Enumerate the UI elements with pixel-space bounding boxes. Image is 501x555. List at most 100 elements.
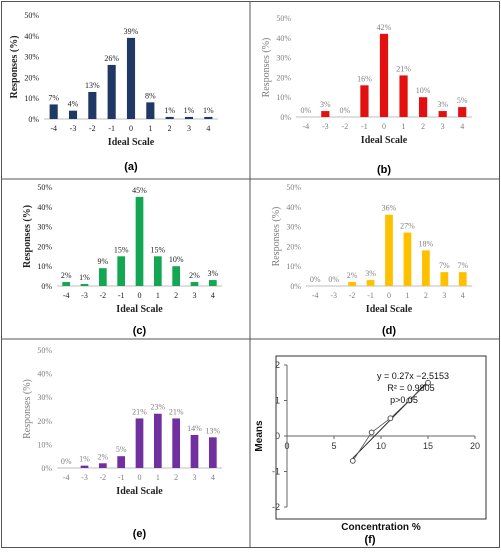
y-tick-label: 50% bbox=[24, 11, 39, 20]
bar bbox=[208, 280, 217, 286]
data-label: 3% bbox=[437, 100, 448, 109]
x-axis-title: Ideal Scale bbox=[361, 135, 408, 146]
x-tick-label: 15 bbox=[423, 441, 433, 451]
data-label: 7% bbox=[457, 261, 468, 270]
data-label: 8% bbox=[145, 91, 156, 100]
x-tick-label: -4 bbox=[63, 473, 70, 482]
y-tick-label: 10% bbox=[286, 262, 301, 271]
x-tick-label: -2 bbox=[99, 291, 106, 300]
y-tick-label: 30% bbox=[276, 54, 291, 63]
data-label: 3% bbox=[207, 269, 218, 278]
y-tick-label: 0% bbox=[41, 464, 52, 473]
x-tick-label: 3 bbox=[441, 122, 445, 131]
bar bbox=[422, 250, 430, 286]
bar bbox=[440, 272, 449, 286]
x-tick-label: 1 bbox=[148, 124, 152, 133]
data-point bbox=[406, 397, 413, 404]
bar bbox=[153, 413, 162, 468]
bar-chart-panel-a: 0% 10% 20% 30% 40% 50% 7% -4 4% -3 13% -2 26% -1 39% 0 8… bbox=[9, 11, 218, 173]
y-tick-label: 40% bbox=[286, 203, 301, 212]
data-label: 5% bbox=[457, 96, 468, 105]
data-label: 13% bbox=[85, 81, 100, 90]
data-label: 10% bbox=[416, 86, 431, 95]
plot-area-border bbox=[275, 355, 487, 520]
bar-chart-panel-b: 0%10%20%30%40%50%0%-43%-30%-216%-142%021… bbox=[261, 14, 472, 176]
x-tick-label: -3 bbox=[81, 473, 88, 482]
data-label: 0% bbox=[61, 457, 72, 466]
y-axis-title: Responses (%) bbox=[9, 35, 20, 98]
bar bbox=[190, 282, 199, 286]
x-tick-label: 1 bbox=[156, 473, 160, 482]
data-label: 15% bbox=[114, 245, 129, 254]
y-tick-label: 0% bbox=[290, 282, 301, 291]
bar bbox=[379, 33, 389, 118]
x-tick-label: 1 bbox=[405, 291, 409, 300]
x-tick-label: -3 bbox=[322, 122, 329, 131]
y-tick-label: -2 bbox=[272, 502, 280, 512]
x-tick-label: 3 bbox=[193, 473, 197, 482]
y-tick-label: 20% bbox=[286, 242, 301, 251]
x-tick-label: -3 bbox=[70, 124, 77, 133]
bar bbox=[80, 284, 89, 286]
x-tick-label: -2 bbox=[349, 291, 356, 300]
x-tick-label: 20 bbox=[470, 441, 480, 451]
data-label: 15% bbox=[150, 245, 165, 254]
bar bbox=[399, 75, 408, 117]
x-tick-label: 4 bbox=[461, 291, 465, 300]
bar-chart-panel-d: 0%10%20%30%40%50%0%-40%-32%-23%-136%027%… bbox=[271, 183, 472, 337]
x-tick-label: 2 bbox=[174, 291, 178, 300]
y-tick-label: 20% bbox=[24, 73, 39, 82]
y-tick-label: 50% bbox=[37, 183, 52, 192]
data-label: 1% bbox=[203, 106, 214, 115]
y-axis-title: Responses (%) bbox=[22, 205, 33, 268]
x-tick-label: -1 bbox=[118, 473, 125, 482]
bar bbox=[419, 97, 428, 117]
x-tick-label: 0 bbox=[129, 124, 133, 133]
x-tick-label: 3 bbox=[193, 291, 197, 300]
x-tick-label: 2 bbox=[421, 122, 425, 131]
bar bbox=[348, 282, 356, 286]
y-tick-label: 0% bbox=[280, 113, 291, 122]
y-tick-label: 20% bbox=[37, 242, 52, 251]
panel-label: (b) bbox=[377, 164, 391, 176]
data-point bbox=[425, 379, 431, 386]
x-tick-label: 3 bbox=[187, 124, 191, 133]
data-label: 10% bbox=[169, 255, 184, 264]
data-label: 21% bbox=[132, 407, 147, 416]
y-tick-label: 30% bbox=[37, 393, 52, 402]
y-tick-label: -1 bbox=[272, 467, 280, 477]
data-label: 3% bbox=[320, 100, 331, 109]
y-tick-label: 50% bbox=[286, 183, 301, 192]
bar bbox=[62, 282, 71, 286]
bar bbox=[126, 37, 136, 119]
y-tick-label: 0 bbox=[275, 431, 280, 441]
y-axis-title: Responses (%) bbox=[261, 38, 272, 98]
bar bbox=[385, 214, 393, 286]
y-tick-label: 2 bbox=[275, 360, 280, 370]
bar bbox=[117, 256, 126, 286]
data-label: 42% bbox=[377, 23, 392, 32]
x-tick-label: 0 bbox=[284, 441, 289, 451]
y-tick-label: 10% bbox=[37, 440, 52, 449]
x-tick-label: -4 bbox=[50, 124, 57, 133]
y-tick-label: 30% bbox=[37, 223, 52, 232]
y-tick-label: 20% bbox=[37, 417, 52, 426]
data-point bbox=[349, 458, 356, 464]
x-tick-label: -3 bbox=[81, 291, 88, 300]
bar bbox=[403, 232, 412, 286]
data-label: 2% bbox=[189, 271, 200, 280]
data-label: 21% bbox=[169, 407, 184, 416]
data-label: 9% bbox=[97, 257, 108, 266]
bar bbox=[172, 266, 181, 286]
data-label: 18% bbox=[419, 239, 434, 248]
y-tick-label: 30% bbox=[286, 223, 301, 232]
panel-label: (e) bbox=[133, 528, 147, 540]
equation-annotation: p>0.05 bbox=[390, 395, 418, 405]
data-label: 27% bbox=[400, 222, 415, 231]
bar bbox=[80, 465, 89, 468]
panel-label: (c) bbox=[133, 325, 147, 337]
bar bbox=[321, 111, 330, 117]
bar bbox=[135, 418, 144, 468]
